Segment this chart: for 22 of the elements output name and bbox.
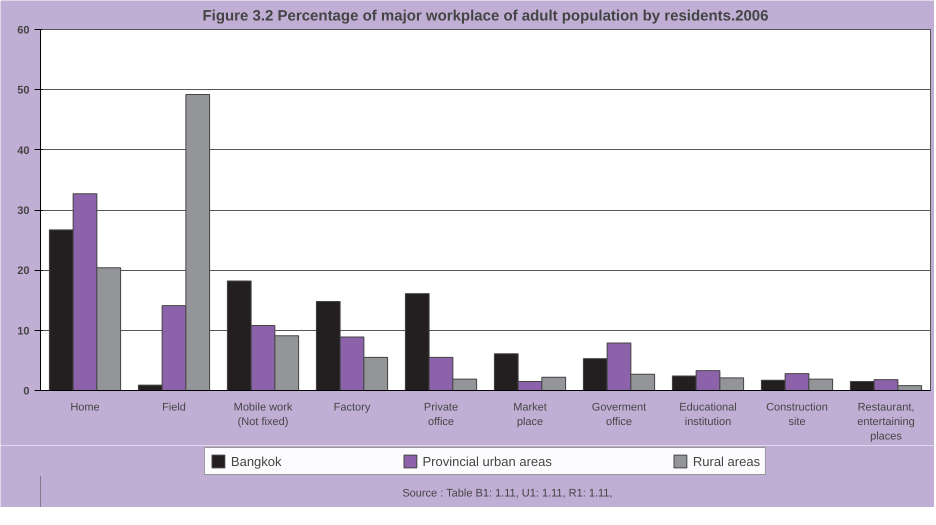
y-tick-label: 60	[17, 24, 30, 36]
x-tick-label: Home	[70, 402, 100, 414]
x-tick-label: Restaurant, entertaining places	[857, 402, 915, 442]
legend-label: Bangkok	[230, 454, 282, 468]
x-tick-label: Educational institution	[679, 402, 737, 428]
y-tick-label: 0	[23, 386, 30, 398]
y-tick-label: 50	[17, 84, 30, 97]
y-tick-label: 10	[17, 325, 30, 338]
source-note: Source : Table B1: 1.11, U1: 1.11, R1: 1.11,	[402, 488, 612, 500]
chart-title: Figure 3.2 Percentage of major workplace of adult population by residents.2006	[202, 8, 768, 24]
x-tick-label: Construction site	[766, 402, 828, 428]
x-tick-label: Field	[162, 402, 186, 414]
legend-label: Rural areas	[692, 454, 760, 468]
y-tick-label: 30	[17, 205, 30, 217]
x-tick-label: Private office	[424, 402, 458, 428]
legend-label: Provincial urban areas	[422, 454, 552, 468]
x-tick-label: Factory	[334, 402, 371, 414]
x-tick-label: Mobile work (Not fixed)	[234, 402, 293, 428]
x-tick-label: Goverment office	[592, 402, 646, 428]
y-tick-label: 20	[17, 265, 30, 278]
x-tick-label: Market place	[513, 402, 547, 428]
y-tick-label: 40	[17, 144, 30, 157]
